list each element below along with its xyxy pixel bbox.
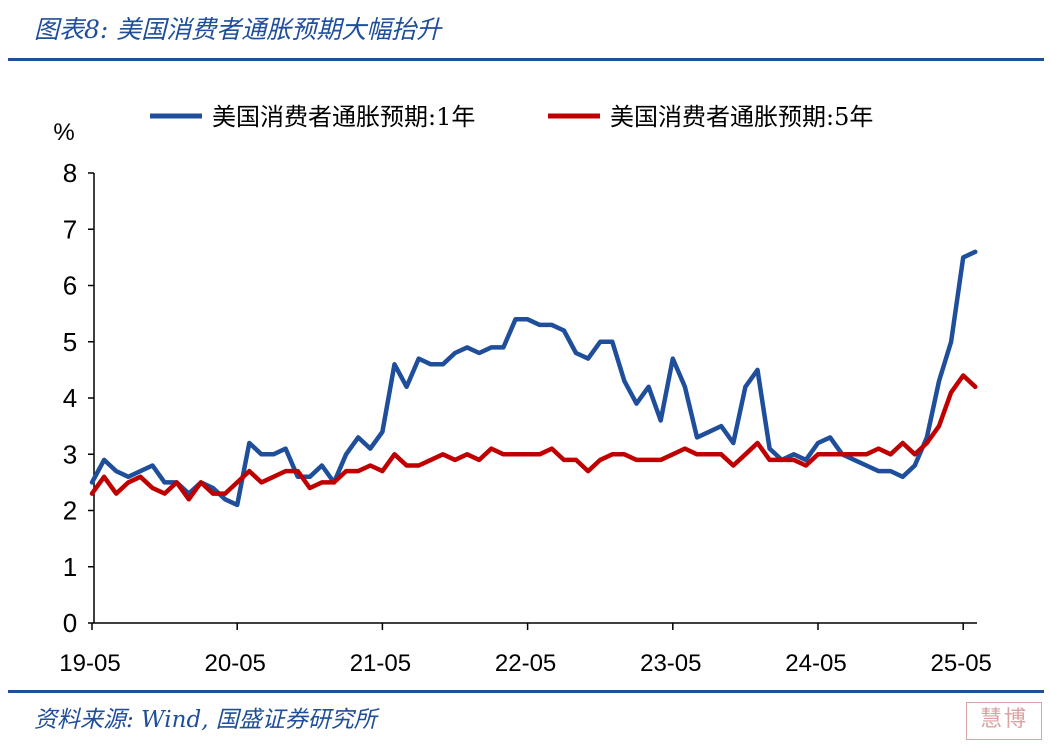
y-tick-label: 2: [63, 496, 77, 526]
legend-label: 美国消费者通胀预期:5年: [610, 103, 873, 131]
y-tick-label: 8: [63, 158, 77, 188]
axes: 0 1 2 3 4 5 6 7 8 19-05 20-05 21-05 22-05 23-05 24-05 2…: [59, 158, 992, 677]
y-axis-unit-label: %: [53, 119, 74, 146]
x-tick-label: 24-05: [785, 650, 846, 677]
y-tick-label: 0: [63, 608, 77, 638]
x-tick-label: 23-05: [640, 650, 701, 677]
y-tick-label: 6: [63, 271, 77, 301]
figure-caption: 图表8: 美国消费者通胀预期大幅抬升: [34, 15, 442, 44]
series-lines: [89, 249, 978, 508]
y-tick-label: 5: [63, 327, 77, 357]
source-note: 资料来源: Wind, 国盛证券研究所: [34, 707, 377, 733]
source-rule: [8, 690, 1044, 693]
y-tick-label: 1: [63, 552, 77, 582]
x-tick-label: 19-05: [59, 650, 120, 677]
x-tick-label: 22-05: [495, 650, 556, 677]
x-tick-label: 20-05: [205, 650, 266, 677]
x-tick-label: 21-05: [350, 650, 411, 677]
legend: 美国消费者通胀预期:1年 美国消费者通胀预期:5年: [150, 103, 873, 131]
caption-rule: [8, 58, 1044, 61]
y-tick-label: 7: [63, 214, 77, 244]
x-tick-label: 25-05: [931, 650, 992, 677]
series-line-5y: [89, 373, 978, 502]
y-tick-label: 4: [63, 383, 77, 413]
watermark-stamp: 慧博: [966, 702, 1042, 740]
series-line-1y: [89, 249, 978, 508]
legend-label: 美国消费者通胀预期:1年: [212, 103, 475, 131]
y-tick-label: 3: [63, 439, 77, 469]
